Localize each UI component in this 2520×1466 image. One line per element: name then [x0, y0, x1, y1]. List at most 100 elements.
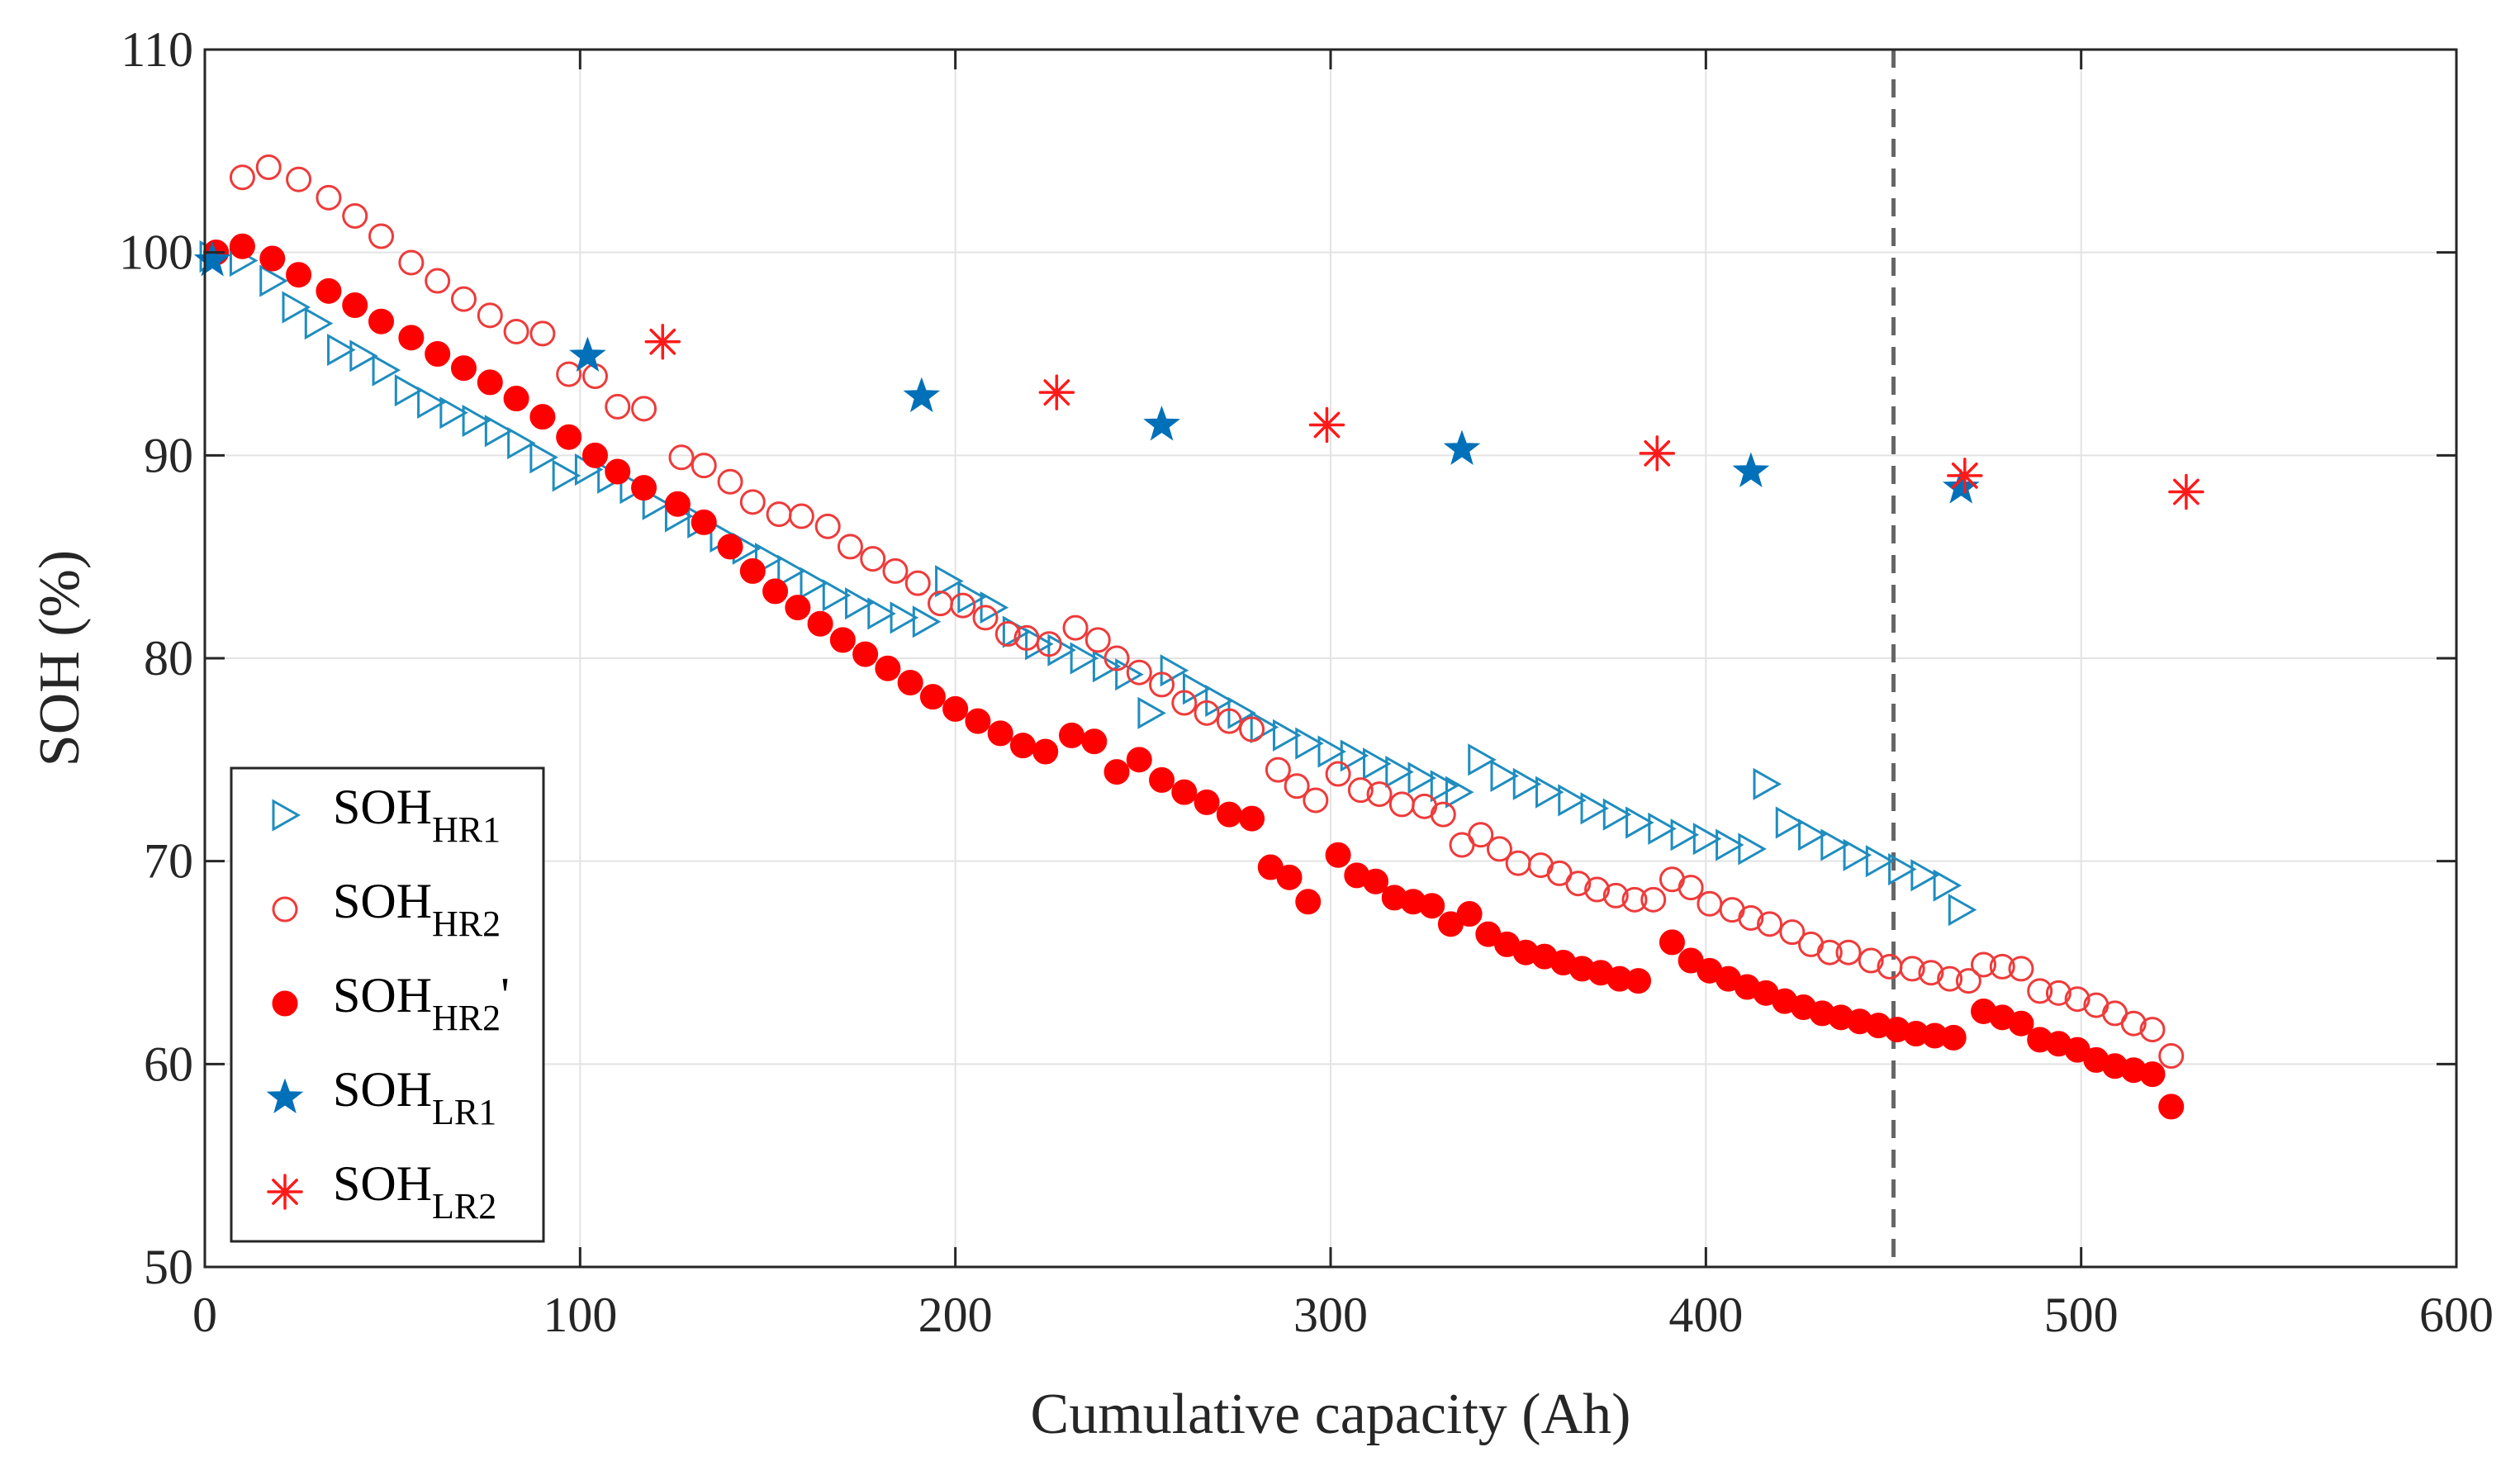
data-point-soh-hr2	[1678, 875, 1704, 901]
data-point-soh-hr1	[327, 334, 356, 367]
asterisk-stroke	[1043, 379, 1070, 406]
data-point-soh-hr2	[814, 513, 841, 539]
data-point-soh-hr2	[1126, 659, 1152, 686]
x-tick-label: 600	[2419, 1288, 2494, 1342]
data-point-soh-lr2	[1308, 406, 1345, 444]
data-point-soh-hr2	[1347, 777, 1374, 804]
data-point-soh-lr2	[1947, 458, 1983, 494]
data-point-soh-hr2	[788, 503, 814, 529]
data-point-soh-hr1	[1602, 798, 1632, 831]
data-point-soh-hr2-prime	[1940, 1024, 1967, 1051]
data-point-soh-hr2	[229, 164, 255, 191]
data-point-soh-hr2-prime	[1009, 733, 1036, 759]
data-point-soh-hr2	[529, 320, 556, 347]
data-point-soh-hr1	[1272, 719, 1302, 752]
data-point-soh-hr2-prime	[739, 557, 766, 584]
data-point-soh-hr2-prime	[1171, 779, 1198, 805]
data-point-soh-lr1	[1942, 468, 1980, 504]
data-point-soh-hr2-prime	[2008, 1010, 2034, 1037]
data-point-soh-hr1	[1798, 818, 1827, 852]
data-point-soh-hr1	[417, 386, 446, 420]
data-point-soh-hr1	[1250, 710, 1279, 744]
data-point-soh-hr2-prime	[785, 595, 811, 621]
axes	[203, 48, 2458, 1269]
data-point-soh-hr2	[2027, 978, 2053, 1004]
data-point-soh-hr2	[1738, 904, 1764, 931]
data-point-soh-lr1	[1143, 406, 1180, 441]
legend-label-soh-lr2: SOHLR2	[333, 1156, 496, 1226]
data-point-soh-hr2	[1486, 836, 1512, 862]
data-point-soh-hr2	[1858, 947, 1884, 974]
data-point-soh-hr2-prime	[717, 534, 743, 560]
data-point-soh-hr1	[822, 579, 852, 612]
data-point-soh-hr2-prime	[316, 278, 342, 304]
data-point-soh-hr1	[1558, 784, 1587, 817]
data-point-soh-hr2	[368, 223, 395, 249]
data-point-soh-hr2-prime	[1419, 893, 1445, 919]
data-point-soh-hr2	[837, 534, 863, 560]
data-point-soh-hr2	[1468, 822, 1494, 848]
legend-label-soh-hr2-prime: SOHHR2'	[333, 968, 510, 1038]
data-point-soh-hr1	[1468, 743, 1497, 776]
data-point-soh-hr1	[304, 307, 334, 340]
series-soh-lr1	[193, 241, 1980, 504]
data-point-soh-hr1	[1738, 833, 1767, 866]
data-point-soh-hr2	[882, 557, 909, 584]
data-point-soh-hr1	[1648, 812, 1677, 845]
data-point-soh-hr2-prime	[631, 475, 657, 501]
data-point-soh-hr2-prime	[1081, 728, 1108, 755]
data-point-soh-hr2	[1937, 965, 1963, 992]
y-tick-label: 80	[144, 631, 193, 686]
data-point-soh-hr1	[1865, 845, 1895, 878]
x-tick-label: 400	[1668, 1288, 1743, 1342]
data-point-soh-hr2-prime	[875, 655, 901, 681]
data-point-soh-hr2	[286, 166, 312, 192]
data-point-soh-lr1	[569, 336, 606, 372]
data-point-soh-hr2-prime	[368, 308, 395, 334]
y-tick-label: 90	[144, 428, 193, 482]
legend: SOHHR1 SOHHR2 SOHHR2' SOHLR1 SOHLR2	[230, 766, 545, 1243]
data-point-soh-hr2-prime	[1032, 738, 1059, 765]
data-point-soh-hr1	[282, 291, 311, 324]
data-point-soh-hr1	[957, 581, 986, 614]
data-point-soh-hr1	[1535, 776, 1564, 809]
data-point-soh-hr2-prime	[229, 233, 255, 259]
data-point-soh-hr2	[1621, 886, 1648, 913]
data-point-soh-hr2	[342, 202, 368, 229]
data-point-soh-hr2-prime	[259, 245, 286, 272]
data-point-soh-lr2	[1038, 374, 1075, 410]
legend-marker-soh-lr2	[267, 1174, 303, 1210]
data-point-soh-hr2-prime	[2139, 1061, 2166, 1088]
data-point-soh-hr2-prime	[398, 325, 425, 351]
x-tick-label: 300	[1293, 1288, 1368, 1342]
series-layer	[193, 154, 2204, 1120]
data-point-soh-hr2	[1303, 787, 1329, 814]
data-point-soh-hr2	[1899, 956, 1925, 982]
legend-marker-soh-hr1	[272, 799, 301, 832]
data-point-soh-hr1	[439, 396, 468, 429]
data-point-soh-hr2	[316, 184, 342, 211]
data-point-soh-hr2-prime	[852, 641, 879, 667]
data-point-soh-hr2	[1265, 757, 1291, 783]
data-point-soh-hr1	[1933, 869, 1962, 902]
data-point-soh-hr2-prime	[1325, 842, 1351, 868]
data-point-soh-hr1	[1137, 696, 1166, 729]
series-soh-hr2-prime	[203, 233, 2185, 1120]
legend-marker-soh-hr2	[272, 896, 298, 923]
data-point-soh-hr2	[1602, 882, 1629, 909]
data-point-soh-hr1	[1843, 838, 1872, 871]
legend-label-soh-hr1: SOHHR1	[333, 780, 501, 850]
series-soh-lr2	[644, 324, 2204, 510]
data-point-soh-hr2-prime	[450, 355, 477, 382]
data-point-soh-hr2-prime	[942, 695, 969, 722]
data-point-soh-hr2	[668, 444, 695, 471]
data-point-soh-hr1	[1430, 770, 1459, 803]
data-point-soh-lr2	[2168, 473, 2204, 510]
data-point-soh-hr2-prime	[664, 491, 691, 517]
data-point-soh-hr2-prime	[2158, 1094, 2185, 1120]
y-tick-label: 70	[144, 834, 193, 889]
data-point-soh-lr2	[644, 324, 681, 360]
asterisk-stroke	[649, 328, 676, 355]
data-point-soh-hr2	[1835, 939, 1862, 965]
